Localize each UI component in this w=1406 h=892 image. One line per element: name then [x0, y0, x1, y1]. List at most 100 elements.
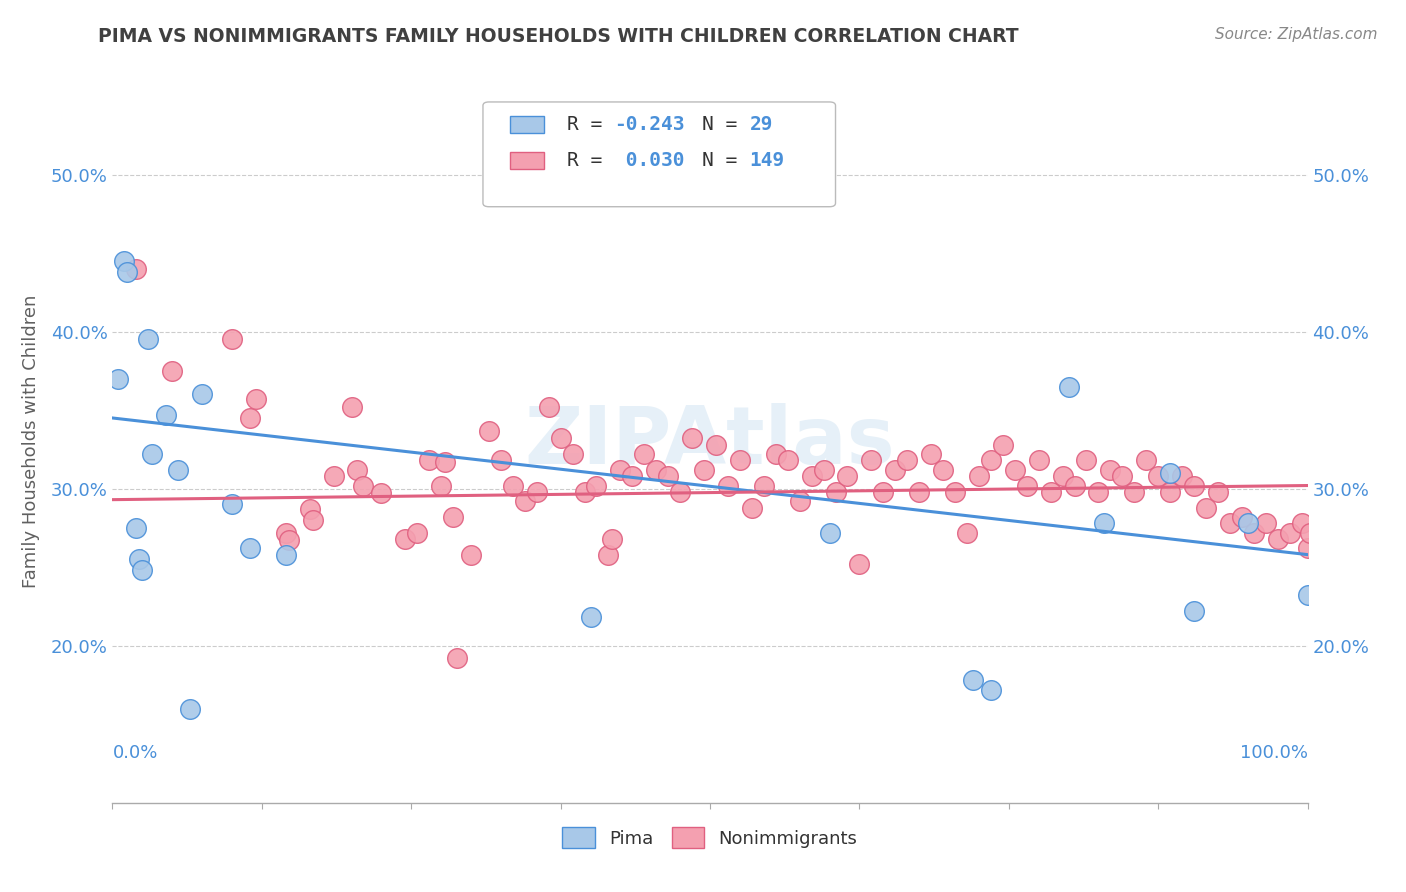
Point	[1296, 541, 1319, 556]
Point	[1171, 469, 1194, 483]
Point	[245, 392, 267, 406]
Point	[1063, 478, 1085, 492]
Point	[579, 610, 602, 624]
Point	[1182, 604, 1205, 618]
Point	[115, 265, 138, 279]
Point	[1195, 500, 1218, 515]
Point	[239, 541, 262, 556]
Point	[896, 453, 918, 467]
Point	[848, 557, 870, 571]
Point	[1094, 516, 1116, 531]
Point	[1278, 525, 1301, 540]
Point	[502, 478, 524, 492]
Point	[1123, 484, 1146, 499]
Point	[128, 552, 150, 566]
Point	[1219, 516, 1241, 531]
Text: PIMA VS NONIMMIGRANTS FAMILY HOUSEHOLDS WITH CHILDREN CORRELATION CHART: PIMA VS NONIMMIGRANTS FAMILY HOUSEHOLDS …	[98, 27, 1019, 45]
Point	[598, 548, 620, 562]
Point	[125, 521, 148, 535]
Point	[1299, 525, 1322, 540]
Text: 29: 29	[749, 115, 773, 134]
Point	[789, 494, 811, 508]
Point	[370, 486, 392, 500]
Point	[824, 484, 846, 499]
Point	[302, 513, 325, 527]
Point	[980, 453, 1002, 467]
Point	[600, 532, 623, 546]
Text: 0.030: 0.030	[614, 151, 685, 170]
Point	[489, 453, 512, 467]
Point	[107, 372, 129, 386]
Text: N =: N =	[702, 151, 748, 170]
Point	[1243, 525, 1265, 540]
Point	[1237, 516, 1260, 531]
Text: 100.0%: 100.0%	[1240, 744, 1308, 762]
Point	[478, 424, 501, 438]
Legend: Pima, Nonimmigrants: Pima, Nonimmigrants	[555, 820, 865, 855]
Point	[574, 484, 596, 499]
Point	[131, 563, 153, 577]
Point	[1230, 510, 1253, 524]
Point	[141, 447, 163, 461]
Point	[1099, 463, 1122, 477]
Point	[1111, 469, 1133, 483]
Text: R =: R =	[567, 151, 613, 170]
Point	[446, 651, 468, 665]
Point	[991, 438, 1014, 452]
Point	[962, 673, 984, 688]
Point	[818, 525, 841, 540]
Point	[717, 478, 740, 492]
Point	[1182, 478, 1205, 492]
Point	[1135, 453, 1157, 467]
Point	[1076, 453, 1098, 467]
Point	[932, 463, 955, 477]
Point	[1015, 478, 1038, 492]
FancyBboxPatch shape	[510, 116, 544, 133]
Point	[980, 682, 1002, 697]
Point	[1254, 516, 1277, 531]
Point	[1159, 484, 1181, 499]
Point	[167, 463, 190, 477]
Point	[1004, 463, 1026, 477]
Point	[221, 333, 243, 347]
Point	[657, 469, 679, 483]
Point	[179, 701, 201, 715]
Point	[765, 447, 787, 461]
Point	[125, 261, 148, 276]
Point	[550, 431, 572, 445]
Point	[430, 478, 453, 492]
Text: 0.0%: 0.0%	[112, 744, 157, 762]
Point	[278, 533, 301, 548]
Point	[1028, 453, 1050, 467]
Point	[322, 469, 344, 483]
Point	[460, 548, 482, 562]
Text: Source: ZipAtlas.com: Source: ZipAtlas.com	[1215, 27, 1378, 42]
Point	[1147, 469, 1170, 483]
Point	[908, 484, 931, 499]
Point	[752, 478, 775, 492]
Point	[704, 438, 727, 452]
Point	[943, 484, 966, 499]
Point	[406, 525, 429, 540]
Point	[645, 463, 668, 477]
Point	[394, 532, 416, 546]
Point	[800, 469, 823, 483]
Point	[860, 453, 883, 467]
Point	[1159, 466, 1181, 480]
Point	[1267, 532, 1289, 546]
Text: ZIPAtlas: ZIPAtlas	[524, 402, 896, 481]
Y-axis label: Family Households with Children: Family Households with Children	[21, 295, 39, 588]
Point	[1052, 469, 1074, 483]
Text: R =: R =	[567, 115, 613, 134]
Point	[872, 484, 894, 499]
Point	[776, 453, 799, 467]
Point	[1291, 516, 1313, 531]
Point	[298, 502, 321, 516]
Point	[162, 364, 183, 378]
FancyBboxPatch shape	[510, 152, 544, 169]
Point	[352, 478, 374, 492]
Text: N =: N =	[702, 115, 748, 134]
Point	[418, 453, 440, 467]
Point	[561, 447, 583, 461]
Point	[513, 494, 536, 508]
